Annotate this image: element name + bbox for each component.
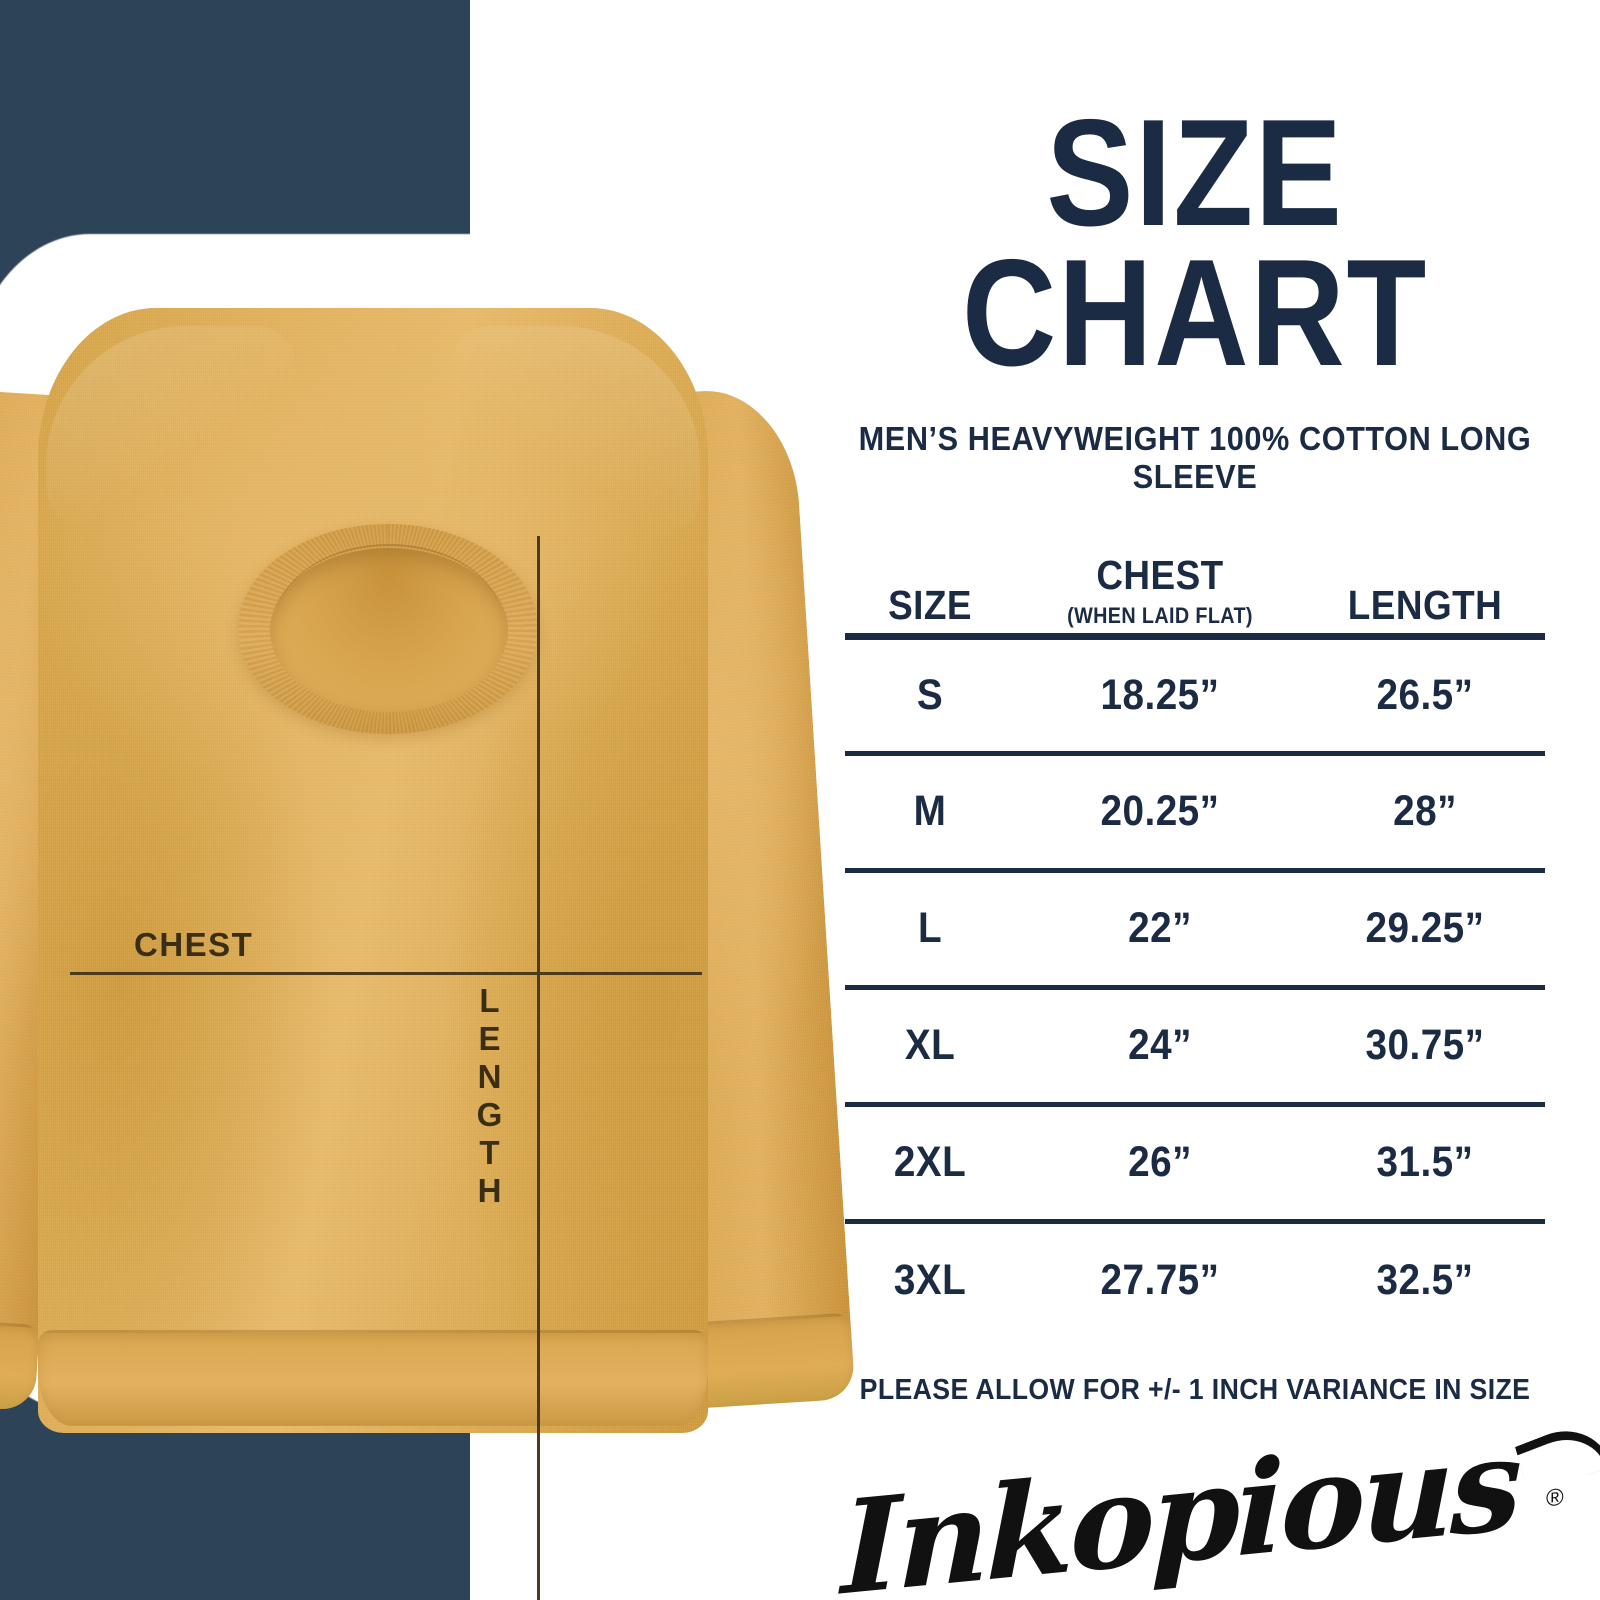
cell-size: 2XL [893, 1138, 967, 1187]
table-row: XL 24” 30.75” [845, 987, 1545, 1104]
brand-wordmark: Inkopious ® [831, 1394, 1600, 1600]
fabric-texture [38, 308, 708, 1433]
column-header-length-label: LENGTH [1347, 581, 1503, 628]
cell-length: 26.5” [1376, 670, 1474, 719]
brand-logo: Inkopious ® [814, 1409, 1600, 1600]
length-measure-label: LENGTH [470, 982, 508, 1210]
shirt-collar-stitching [276, 544, 502, 622]
variance-note: PLEASE ALLOW FOR +/- 1 INCH VARIANCE IN … [859, 1374, 1531, 1407]
chest-measure-label: CHEST [134, 926, 254, 963]
table-row: 2XL 26” 31.5” [845, 1104, 1545, 1221]
cell-length: 29.25” [1365, 904, 1485, 953]
size-table: SIZE CHEST (WHEN LAID FLAT) LENGTH S 18.… [845, 552, 1545, 1339]
cell-size: XL [904, 1021, 956, 1070]
cell-size: 3XL [893, 1256, 967, 1305]
column-header-length: LENGTH [1317, 552, 1533, 637]
size-table-body: S 18.25” 26.5” M 20.25” 28” L 22” 29.25”… [845, 636, 1545, 1338]
cell-length: 32.5” [1376, 1256, 1474, 1305]
table-row: M 20.25” 28” [845, 753, 1545, 870]
cell-length: 31.5” [1376, 1138, 1474, 1187]
brand-wordmark-text: Inkopious [841, 1408, 1519, 1600]
cell-chest: 26” [1128, 1138, 1192, 1187]
brand-swash-icon [1514, 1415, 1600, 1498]
column-header-chest-label: CHEST [1096, 551, 1224, 598]
table-row: 3XL 27.75” 32.5” [845, 1221, 1545, 1338]
shirt-body [38, 308, 708, 1433]
table-header-row: SIZE CHEST (WHEN LAID FLAT) LENGTH [845, 552, 1545, 637]
page-subtitle: MEN’S HEAVYWEIGHT 100% COTTON LONG SLEEV… [858, 419, 1532, 495]
column-header-size: SIZE [854, 552, 1007, 637]
cell-chest: 22” [1128, 904, 1192, 953]
cell-length: 30.75” [1365, 1021, 1485, 1070]
table-row: L 22” 29.25” [845, 870, 1545, 987]
length-measure-line [537, 536, 540, 1600]
shirt-hem [38, 1330, 708, 1426]
column-header-size-label: SIZE [888, 581, 972, 628]
page-title: SIZE CHART [961, 88, 1429, 398]
cell-chest: 18.25” [1100, 670, 1220, 719]
cell-size: L [917, 904, 943, 953]
cell-size: M [913, 787, 947, 836]
column-header-chest-note: (WHEN LAID FLAT) [1067, 602, 1253, 628]
chest-measure-line [70, 972, 702, 975]
cell-chest: 24” [1128, 1021, 1192, 1070]
shirt-illustration: CHEST LENGTH [0, 234, 856, 1600]
chart-content-column: SIZE CHART MEN’S HEAVYWEIGHT 100% COTTON… [790, 0, 1600, 1600]
size-table-head: SIZE CHEST (WHEN LAID FLAT) LENGTH [845, 552, 1545, 637]
cell-size: S [916, 670, 944, 719]
column-header-chest: CHEST (WHEN LAID FLAT) [1030, 552, 1291, 637]
cell-chest: 20.25” [1100, 787, 1220, 836]
cell-chest: 27.75” [1100, 1256, 1220, 1305]
table-row: S 18.25” 26.5” [845, 636, 1545, 753]
cell-length: 28” [1393, 787, 1457, 836]
length-measure-label-text: LENGTH [471, 982, 508, 1210]
